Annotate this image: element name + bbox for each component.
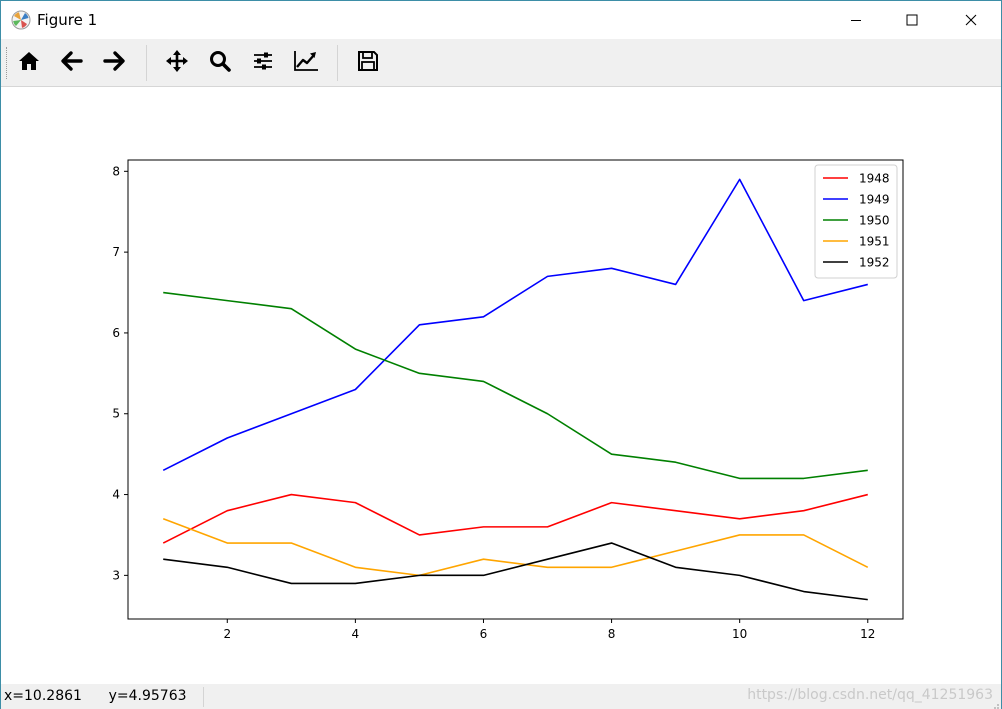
x-tick-label: 2 [223, 627, 231, 641]
toolbar-grip[interactable] [6, 47, 9, 79]
line-chart: 2 4 6 8 10 12 3 4 5 6 7 8 1948 1949 1950 1951 1952 [112, 159, 904, 641]
y-axis: 3 4 5 6 7 8 [112, 164, 128, 582]
forward-arrow-icon [102, 49, 126, 77]
legend: 1948 1949 1950 1951 1952 [814, 164, 898, 279]
minimize-button[interactable] [827, 1, 885, 39]
pan-button[interactable] [160, 46, 194, 80]
y-tick-label: 6 [112, 326, 120, 340]
legend-label-1950: 1950 [859, 214, 890, 228]
window-title: Figure 1 [37, 11, 98, 29]
x-tick-label: 6 [480, 627, 488, 641]
y-tick-label: 7 [112, 245, 120, 259]
series-line-1950 [163, 291, 868, 480]
minimize-icon [850, 14, 862, 26]
x-tick-label: 8 [608, 627, 616, 641]
resize-grip-icon[interactable] [990, 698, 1000, 709]
figure-canvas[interactable]: 2 4 6 8 10 12 3 4 5 6 7 8 1948 1949 1950 1951 1952 [1, 88, 1001, 684]
zoom-icon [208, 49, 232, 77]
series-line-1951 [162, 518, 869, 577]
home-icon [17, 49, 41, 77]
subplots-icon [251, 49, 275, 77]
title-bar[interactable]: Figure 1 [1, 1, 1001, 39]
status-separator [203, 687, 204, 707]
forward-button[interactable] [97, 46, 131, 80]
subplots-button[interactable] [246, 46, 280, 80]
series-line-1948 [162, 493, 868, 544]
y-tick-label: 8 [112, 164, 120, 178]
legend-label-1949: 1949 [859, 193, 890, 207]
legend-box [814, 164, 898, 279]
series-line-1949 [162, 178, 868, 472]
close-icon [965, 14, 977, 26]
x-tick-label: 10 [732, 627, 747, 641]
home-button[interactable] [12, 46, 46, 80]
zoom-button[interactable] [203, 46, 237, 80]
y-tick-label: 3 [112, 568, 120, 582]
save-icon [356, 49, 380, 77]
x-tick-label: 12 [860, 627, 875, 641]
x-tick-label: 4 [352, 627, 360, 641]
toolbar-separator [337, 45, 338, 81]
axes-frame [127, 159, 904, 620]
save-button[interactable] [351, 46, 385, 80]
toolbar-separator [146, 45, 147, 81]
legend-label-1952: 1952 [859, 256, 890, 270]
status-bar: x=10.2861 y=4.95763 https://blog.csdn.ne… [1, 684, 1001, 709]
maximize-button[interactable] [883, 1, 941, 39]
edit-axes-button[interactable] [289, 46, 323, 80]
close-button[interactable] [942, 1, 1000, 39]
series-line-1952 [163, 542, 868, 601]
edit-axes-icon [293, 49, 319, 77]
cursor-coordinates: x=10.2861 y=4.95763 [4, 688, 187, 704]
y-tick-label: 5 [112, 407, 120, 421]
watermark: https://blog.csdn.net/qq_41251963 [747, 687, 993, 703]
x-axis: 2 4 6 8 10 12 [223, 619, 875, 641]
maximize-icon [906, 14, 918, 26]
matplotlib-app-icon [11, 10, 31, 30]
pan-icon [165, 49, 189, 77]
navigation-toolbar [1, 39, 1001, 87]
y-tick-label: 4 [112, 488, 120, 502]
back-arrow-icon [60, 49, 84, 77]
legend-label-1951: 1951 [859, 235, 890, 249]
back-button[interactable] [55, 46, 89, 80]
legend-label-1948: 1948 [859, 172, 890, 186]
series-layer [162, 178, 869, 601]
